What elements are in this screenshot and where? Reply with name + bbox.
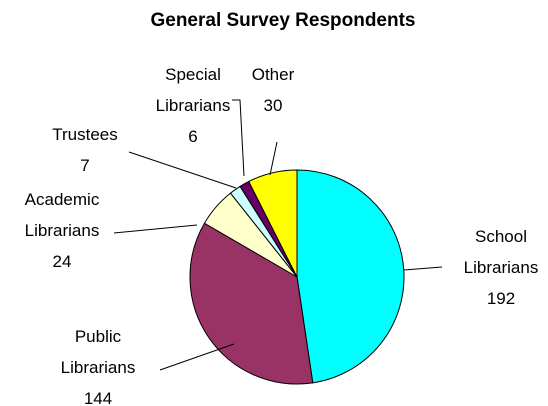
slice-category-label: Librarians [25, 221, 100, 240]
leader-line [113, 224, 198, 234]
slice-label: Special Librarians 6 [156, 65, 231, 146]
slice-value-label: 24 [53, 252, 72, 271]
slice-category-label: Librarians [156, 96, 231, 115]
leader-line [159, 343, 235, 371]
slice-category-label: Trustees [52, 125, 118, 144]
pie-slices [189, 169, 405, 385]
slice-category-label: Librarians [61, 358, 136, 377]
slice-category-label: Librarians [464, 258, 539, 277]
slice-value-label: 144 [84, 389, 112, 406]
pie-slice-public-librarians [189, 222, 314, 385]
slice-value-label: 30 [264, 96, 283, 115]
pie-slice-school-librarians [296, 169, 405, 384]
slice-labels: School Librarians 192 Public Librarians 144 Ac… [25, 65, 539, 406]
leader-line [403, 266, 443, 271]
slice-value-label: 7 [80, 156, 89, 175]
slice-category-label: Public [75, 327, 122, 346]
slice-category-label: Academic [25, 190, 100, 209]
slice-category-label: Special [165, 65, 221, 84]
slice-label: Trustees 7 [52, 125, 118, 175]
slice-category-label: School [475, 227, 527, 246]
leader-line [269, 141, 278, 176]
slice-value-label: 192 [487, 289, 515, 308]
chart-title: General Survey Respondents [150, 10, 415, 31]
slice-label: School Librarians 192 [464, 227, 539, 308]
leader-line [232, 99, 245, 177]
pie-slice-other [248, 169, 298, 278]
slice-label: Academic Librarians 24 [25, 190, 100, 271]
slice-category-label: Other [252, 65, 295, 84]
slice-label: Other 30 [252, 65, 295, 115]
slice-value-label: 6 [188, 127, 197, 146]
slice-label: Public Librarians 144 [61, 327, 136, 406]
leader-lines [113, 99, 443, 371]
leader-line [128, 151, 237, 189]
